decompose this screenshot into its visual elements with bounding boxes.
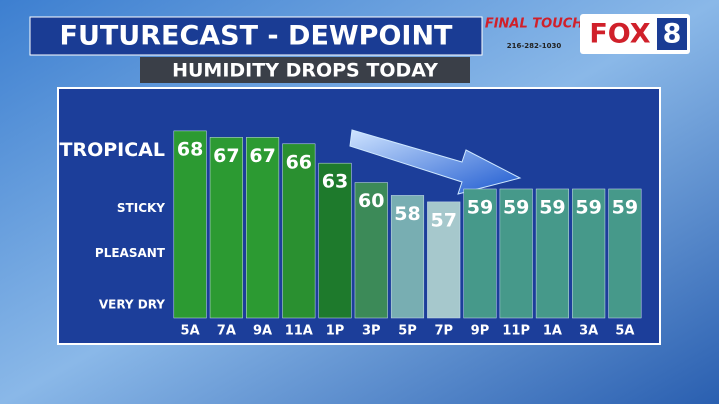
- value-label: 59: [503, 196, 529, 218]
- x-tick-label: 11A: [285, 324, 313, 339]
- y-tick-label: STICKY: [117, 201, 165, 215]
- x-tick-label: 1A: [543, 324, 562, 339]
- x-tick-label: 3A: [579, 324, 598, 339]
- bar: [246, 137, 280, 319]
- value-label: 59: [467, 196, 493, 218]
- sponsor: FINAL TOUCH: [485, 17, 583, 32]
- y-tick-label: PLEASANT: [95, 246, 166, 260]
- value-label: 67: [213, 145, 239, 167]
- bar: [173, 130, 207, 319]
- x-tick-label: 7A: [217, 324, 236, 339]
- value-label: 57: [431, 209, 457, 231]
- trend-arrow: [349, 129, 522, 195]
- bar: [318, 162, 352, 319]
- subtitle: HUMIDITY DROPS TODAY: [172, 60, 438, 82]
- bar: [282, 143, 316, 319]
- bar: [427, 201, 461, 319]
- station-logo: FOX: [589, 19, 650, 50]
- title-box: [29, 16, 483, 56]
- bar: [535, 188, 569, 319]
- value-label: 68: [177, 138, 203, 160]
- value-label: 66: [286, 151, 312, 173]
- bar: [572, 188, 606, 319]
- value-label: 59: [575, 196, 601, 218]
- channel-box: [657, 18, 687, 50]
- bar: [354, 182, 388, 319]
- bar: [499, 188, 533, 319]
- channel: 8: [663, 19, 682, 50]
- x-tick-label: 9P: [471, 324, 490, 339]
- bar: [463, 188, 497, 319]
- value-label: 59: [612, 196, 638, 218]
- bar: [390, 195, 425, 319]
- subtitle-box: [140, 57, 470, 83]
- x-tick-label: 5P: [398, 324, 417, 339]
- x-tick-label: 5A: [181, 324, 200, 339]
- value-label: 60: [358, 190, 384, 212]
- x-tick-label: 9A: [253, 324, 272, 339]
- x-tick-label: 11P: [502, 324, 530, 339]
- bar: [209, 137, 243, 319]
- y-tick-label: VERY DRY: [99, 298, 165, 312]
- phone: 216-282-1030: [507, 42, 562, 50]
- x-tick-label: 5A: [615, 324, 634, 339]
- y-tick-label: TROPICAL: [60, 139, 166, 161]
- x-tick-label: 7P: [434, 324, 453, 339]
- value-label: 58: [394, 203, 420, 225]
- bar: [608, 188, 642, 319]
- x-tick-label: 1P: [326, 324, 345, 339]
- chart-title: FUTURECAST - DEWPOINT: [60, 21, 454, 52]
- value-label: 59: [539, 196, 565, 218]
- value-label: 63: [322, 171, 348, 193]
- x-tick-label: 3P: [362, 324, 381, 339]
- value-label: 67: [249, 145, 275, 167]
